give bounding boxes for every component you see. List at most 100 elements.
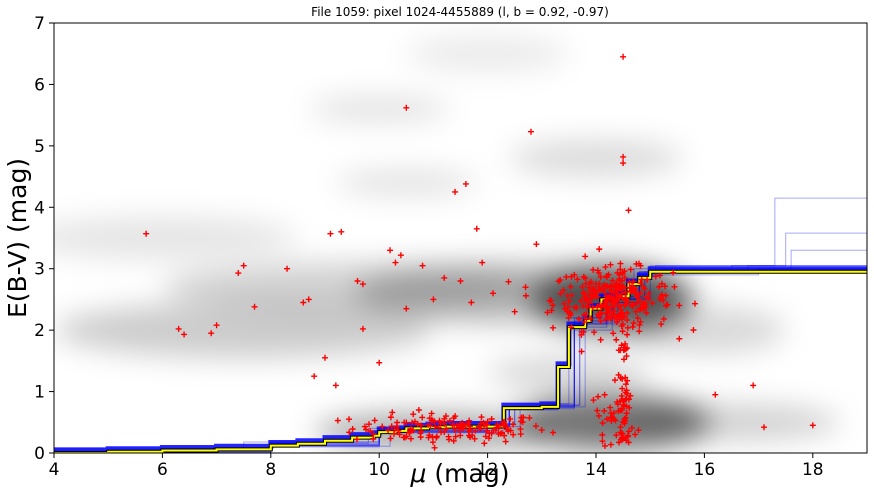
star-marker <box>612 284 619 291</box>
star-marker <box>517 431 524 438</box>
star-marker <box>240 262 247 269</box>
star-marker <box>583 315 590 322</box>
star-marker <box>621 401 628 408</box>
star-marker <box>460 425 467 432</box>
star-marker <box>652 273 659 280</box>
star-marker <box>410 411 417 418</box>
star-marker <box>598 303 605 310</box>
star-marker <box>446 436 453 443</box>
star-marker <box>396 431 403 438</box>
star-marker <box>550 429 557 436</box>
star-marker <box>213 322 220 329</box>
star-marker <box>616 294 623 301</box>
star-marker <box>549 302 556 309</box>
star-marker <box>582 253 589 260</box>
star-marker <box>625 428 632 435</box>
chart-title: File 1059: pixel 1024-4455889 (l, b = 0.… <box>311 5 609 19</box>
x-tick-label: 4 <box>49 460 60 480</box>
star-marker <box>499 429 506 436</box>
plot-frame <box>53 22 868 454</box>
star-marker <box>658 280 665 287</box>
star-marker <box>563 273 570 280</box>
star-marker <box>568 273 575 280</box>
star-marker <box>442 413 449 420</box>
star-marker <box>385 427 392 434</box>
star-marker <box>482 433 489 440</box>
star-marker <box>629 323 636 330</box>
star-marker <box>235 270 242 277</box>
star-marker <box>394 419 401 426</box>
star-marker <box>452 188 459 195</box>
star-marker <box>676 335 683 342</box>
star-marker <box>550 324 557 331</box>
star-marker <box>367 428 374 435</box>
star-marker <box>617 311 624 318</box>
star-marker <box>354 278 361 284</box>
star-marker <box>414 421 421 428</box>
star-marker <box>637 318 644 325</box>
star-marker <box>505 278 512 285</box>
star-marker <box>619 375 626 382</box>
star-marker <box>395 427 402 434</box>
star-marker <box>582 296 589 303</box>
star-marker <box>435 424 442 431</box>
x-axis: 4 6 8 10 12 14 16 18 <box>49 453 824 480</box>
star-marker <box>620 398 627 405</box>
star-marker <box>620 284 627 291</box>
star-marker <box>548 307 555 314</box>
star-marker <box>612 417 619 424</box>
star-marker <box>457 432 464 439</box>
y-tick-label: 5 <box>34 137 45 157</box>
star-marker <box>656 283 663 290</box>
star-marker <box>620 356 627 363</box>
star-marker <box>619 419 626 426</box>
star-marker <box>616 276 623 283</box>
star-marker <box>403 104 410 111</box>
star-marker <box>332 382 339 389</box>
star-marker <box>599 285 606 292</box>
star-marker <box>557 276 564 283</box>
star-marker <box>490 290 497 297</box>
star-marker <box>560 287 567 294</box>
star-marker <box>403 305 410 312</box>
y-axis-label: E(B-V) (mag) <box>3 158 32 318</box>
density-layer <box>54 35 840 450</box>
star-marker <box>483 421 490 428</box>
star-marker <box>691 300 698 307</box>
star-marker <box>502 438 509 445</box>
star-marker <box>613 432 620 439</box>
star-marker <box>616 301 623 308</box>
y-tick-label: 1 <box>34 383 45 403</box>
star-marker <box>619 269 626 276</box>
star-marker <box>632 308 639 315</box>
star-marker <box>568 324 575 331</box>
star-marker <box>574 276 581 283</box>
star-marker <box>607 404 614 411</box>
star-marker <box>643 309 650 316</box>
star-marker <box>617 429 624 436</box>
star-marker <box>480 419 487 426</box>
star-marker <box>618 430 625 437</box>
star-marker <box>370 435 377 442</box>
star-marker <box>623 353 630 360</box>
star-marker <box>638 305 645 312</box>
star-marker <box>609 277 616 284</box>
star-marker <box>607 441 614 448</box>
star-marker <box>501 421 508 428</box>
star-marker <box>567 283 574 290</box>
star-marker <box>649 300 656 307</box>
star-marker <box>504 424 511 431</box>
star-marker <box>634 315 641 322</box>
star-marker <box>589 285 596 292</box>
y-tick-label: 3 <box>34 260 45 280</box>
star-marker <box>436 417 443 424</box>
star-marker <box>580 273 587 280</box>
star-marker <box>495 430 502 437</box>
star-marker <box>594 293 601 300</box>
star-marker <box>462 421 469 428</box>
star-marker <box>620 153 627 160</box>
star-marker <box>670 269 677 276</box>
star-marker <box>619 328 626 335</box>
star-marker <box>477 425 484 432</box>
star-marker <box>609 311 616 318</box>
